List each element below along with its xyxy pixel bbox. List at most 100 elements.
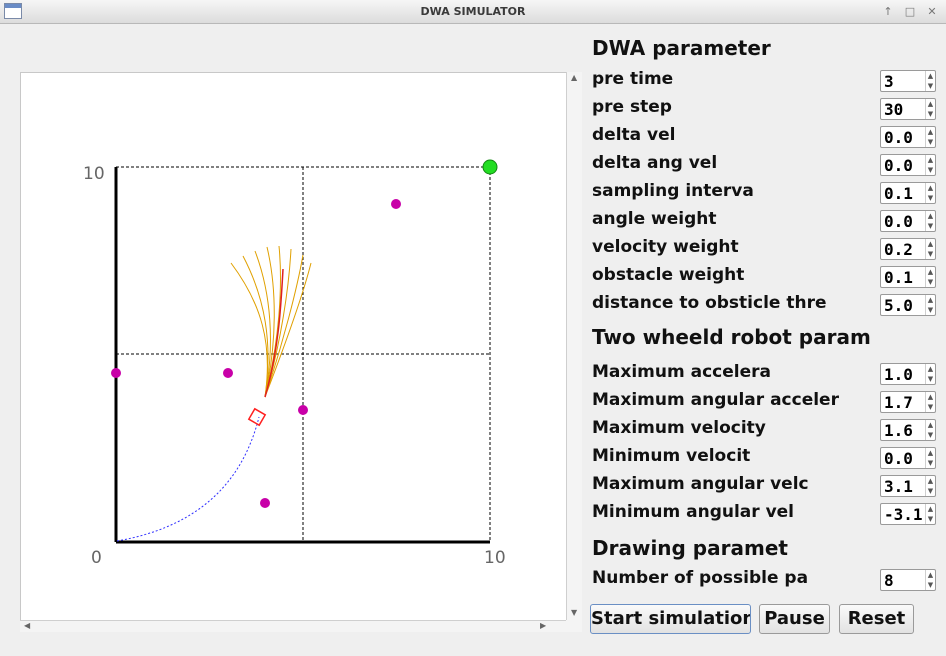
start-simulation-label: Start simulation <box>591 608 751 629</box>
section-robot-param: Two wheeld robot param <box>592 325 871 349</box>
robot-marker <box>247 407 267 427</box>
param-label-pre-step: pre step <box>592 97 672 117</box>
spinbox-arrows-icon[interactable]: ▲ ▼ <box>925 99 935 119</box>
spinbox-value: 1.7 <box>884 393 913 412</box>
spinbox-value: 0.0 <box>884 128 913 147</box>
spinbox-arrows-icon[interactable]: ▲ ▼ <box>925 392 935 412</box>
spinbox-arrows-icon[interactable]: ▲ ▼ <box>925 476 935 496</box>
start-simulation-button[interactable]: Start simulation <box>590 604 751 634</box>
param-label-possible-paths: Number of possible pa <box>592 568 809 588</box>
obstacles <box>111 199 401 508</box>
spinbox-value: -3.1 <box>884 505 923 524</box>
title-bar: DWA SIMULATOR ↑ □ ✕ <box>0 0 946 24</box>
scroll-corner <box>566 620 582 632</box>
spinbox-arrows-icon[interactable]: ▲ ▼ <box>925 239 935 259</box>
pause-button[interactable]: Pause <box>759 604 830 634</box>
spinbox-arrows-icon[interactable]: ▲ ▼ <box>925 127 935 147</box>
spinbox-arrows-icon[interactable]: ▲ ▼ <box>925 448 935 468</box>
spinbox-arrows-icon[interactable]: ▲ ▼ <box>925 295 935 315</box>
reset-button[interactable]: Reset <box>839 604 914 634</box>
max-angular-velocity-spinbox[interactable]: 3.1 ▲ ▼ <box>880 475 936 497</box>
candidate-path <box>242 255 269 398</box>
scroll-down-icon[interactable]: ▼ <box>571 608 578 617</box>
param-label-angle-weight: angle weight <box>592 209 717 229</box>
reset-label: Reset <box>847 608 906 629</box>
spinbox-value: 0.0 <box>884 156 913 175</box>
window-controls: ↑ □ ✕ <box>878 3 942 21</box>
spinbox-arrows-icon[interactable]: ▲ ▼ <box>925 211 935 231</box>
param-label-min-velocity: Minimum velocit <box>592 446 751 466</box>
pause-label: Pause <box>764 608 825 629</box>
spinbox-arrows-icon[interactable]: ▲ ▼ <box>925 267 935 287</box>
velocity-weight-spinbox[interactable]: 0.2 ▲ ▼ <box>880 238 936 260</box>
spinbox-value: 0.1 <box>884 268 913 287</box>
obstacle-weight-spinbox[interactable]: 0.1 ▲ ▼ <box>880 266 936 288</box>
spinbox-arrows-icon[interactable]: ▲ ▼ <box>925 420 935 440</box>
spinbox-value: 1.6 <box>884 421 913 440</box>
goal-marker <box>482 159 498 175</box>
angle-weight-spinbox[interactable]: 0.0 ▲ ▼ <box>880 210 936 232</box>
max-angular-acceleration-spinbox[interactable]: 1.7 ▲ ▼ <box>880 391 936 413</box>
robot-trajectory <box>116 416 260 542</box>
obstacle <box>298 405 308 415</box>
candidate-path <box>230 262 268 398</box>
spinbox-value: 0.0 <box>884 449 913 468</box>
param-label-max-angular-velocity: Maximum angular velc <box>592 474 809 494</box>
vertical-scrollbar[interactable]: ▲ ▼ <box>566 72 582 620</box>
delta-vel-spinbox[interactable]: 0.0 ▲ ▼ <box>880 126 936 148</box>
distance-threshold-spinbox[interactable]: 5.0 ▲ ▼ <box>880 294 936 316</box>
maximize-icon[interactable]: □ <box>904 5 916 18</box>
scroll-right-icon[interactable]: ▶ <box>540 621 547 630</box>
candidate-path <box>254 250 271 398</box>
section-drawing-param: Drawing paramet <box>592 536 788 560</box>
spinbox-value: 8 <box>884 571 894 590</box>
scroll-up-icon[interactable]: ▲ <box>571 73 578 82</box>
param-label-delta-vel: delta vel <box>592 125 676 145</box>
spinbox-value: 0.2 <box>884 240 913 259</box>
scroll-left-icon[interactable]: ◀ <box>24 621 31 630</box>
window-icon <box>4 3 22 19</box>
param-label-delta-ang-vel: delta ang vel <box>592 153 718 173</box>
delta-ang-vel-spinbox[interactable]: 0.0 ▲ ▼ <box>880 154 936 176</box>
keep-above-icon[interactable]: ↑ <box>883 5 893 18</box>
spinbox-arrows-icon[interactable]: ▲ ▼ <box>925 504 935 524</box>
pre-step-spinbox[interactable]: 30 ▲ ▼ <box>880 98 936 120</box>
spinbox-arrows-icon[interactable]: ▲ ▼ <box>925 71 935 91</box>
spinbox-arrows-icon[interactable]: ▲ ▼ <box>925 155 935 175</box>
spinbox-arrows-icon[interactable]: ▲ ▼ <box>925 570 935 590</box>
min-angular-velocity-spinbox[interactable]: -3.1 ▲ ▼ <box>880 503 936 525</box>
pre-time-spinbox[interactable]: 3 ▲ ▼ <box>880 70 936 92</box>
x-axis-label-0: 0 <box>91 548 102 568</box>
close-icon[interactable]: ✕ <box>927 5 937 18</box>
candidate-path <box>264 262 312 398</box>
param-label-max-angular-acceleration: Maximum angular acceler <box>592 390 839 410</box>
param-label-sampling-interval: sampling interva <box>592 181 754 201</box>
spinbox-arrows-icon[interactable]: ▲ ▼ <box>925 364 935 384</box>
window-title: DWA SIMULATOR <box>420 5 526 18</box>
obstacle <box>223 368 233 378</box>
max-acceleration-spinbox[interactable]: 1.0 ▲ ▼ <box>880 363 936 385</box>
spinbox-arrows-icon[interactable]: ▲ ▼ <box>925 183 935 203</box>
param-label-min-angular-velocity: Minimum angular vel <box>592 502 795 522</box>
spinbox-value: 1.0 <box>884 365 913 384</box>
section-dwa-parameter: DWA parameter <box>592 36 771 60</box>
spinbox-value: 0.1 <box>884 184 913 203</box>
x-axis-label-10: 10 <box>484 548 506 568</box>
max-velocity-spinbox[interactable]: 1.6 ▲ ▼ <box>880 419 936 441</box>
sampling-interval-spinbox[interactable]: 0.1 ▲ ▼ <box>880 182 936 204</box>
min-velocity-spinbox[interactable]: 0.0 ▲ ▼ <box>880 447 936 469</box>
obstacle <box>111 368 121 378</box>
simulation-canvas[interactable]: 10 0 10 <box>20 72 570 620</box>
spinbox-value: 3 <box>884 72 894 91</box>
possible-paths-spinbox[interactable]: 8 ▲ ▼ <box>880 569 936 591</box>
parameter-panel: DWA parameter pre time 3 ▲ ▼ pre step 30 ▲ ▼… <box>592 30 946 656</box>
plot-svg: 10 0 10 <box>83 159 506 568</box>
candidate-path <box>264 246 275 398</box>
obstacle <box>391 199 401 209</box>
spinbox-value: 30 <box>884 100 904 119</box>
obstacle <box>260 498 270 508</box>
param-label-pre-time: pre time <box>592 69 674 89</box>
horizontal-scrollbar[interactable]: ◀ ▶ <box>20 620 566 632</box>
candidate-path <box>264 254 304 398</box>
param-label-velocity-weight: velocity weight <box>592 237 739 257</box>
